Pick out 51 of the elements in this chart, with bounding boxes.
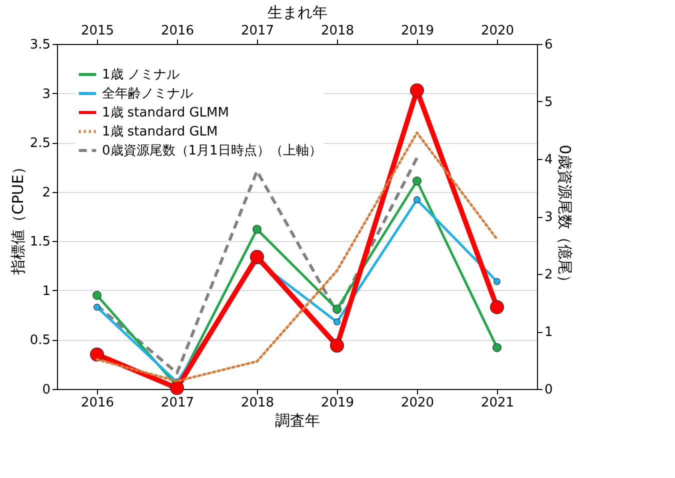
- y2-tick-label: 4: [544, 152, 553, 168]
- point: [90, 348, 104, 362]
- point: [412, 176, 422, 186]
- x2-tick-label: 2017: [240, 24, 274, 38]
- x-tick-label: 2018: [240, 396, 274, 410]
- legend-label: 0歳資源尾数（1月1日時点）（上軸）: [102, 144, 322, 158]
- y-tick-label: 1.5: [30, 234, 50, 250]
- legend-label: 全年齢ノミナル: [102, 86, 193, 102]
- y2-tick-label: 5: [544, 95, 553, 110]
- y2-tick-label: 2: [544, 268, 553, 282]
- point: [252, 224, 262, 234]
- x-tick-label: 2021: [480, 396, 514, 410]
- point: [170, 381, 184, 396]
- legend-label: 1歳 standard GLM: [102, 124, 218, 140]
- y2-tick-label: 0: [544, 382, 553, 398]
- y-tick-label: 1: [42, 284, 50, 299]
- point: [492, 343, 502, 352]
- y-tick-label: 3.5: [30, 38, 50, 52]
- y2-axis-title: 0歳資源尾数（億尾）: [556, 144, 574, 290]
- point: [490, 300, 504, 314]
- point: [410, 83, 424, 98]
- point: [332, 304, 342, 314]
- x-tick-label: 2019: [320, 396, 354, 410]
- x-tick-label: 2020: [400, 396, 434, 410]
- x-tick-label: 2017: [160, 396, 194, 410]
- x2-tick-label: 2016: [160, 24, 194, 38]
- y-tick-label: 0: [42, 382, 50, 398]
- point: [92, 290, 102, 300]
- point: [330, 338, 344, 353]
- y2-tick-label: 3: [544, 210, 553, 225]
- point: [94, 304, 100, 311]
- legend-label: 1歳 ノミナル: [102, 68, 180, 82]
- x-axis-title: 調査年: [275, 412, 320, 430]
- y2-tick-label: 1: [544, 325, 553, 340]
- x2-axis-title: 生まれ年: [268, 4, 328, 22]
- x-tick-label: 2016: [80, 396, 114, 410]
- x2-tick-label: 2015: [80, 24, 114, 38]
- point: [494, 278, 500, 286]
- x2-tick-label: 2019: [400, 24, 434, 38]
- legend-label: 1歳 standard GLMM: [102, 106, 229, 120]
- y-axis-title: 指標値（CPUE）: [8, 160, 27, 276]
- y2-tick-label: 6: [544, 38, 553, 52]
- y-tick-label: 2: [42, 185, 50, 200]
- x2-tick-label: 2018: [320, 24, 354, 38]
- y-tick-label: 0.5: [30, 333, 50, 348]
- x2-tick-label: 2020: [480, 24, 514, 38]
- point: [414, 196, 420, 204]
- y-tick-label: 2.5: [30, 136, 50, 152]
- y-tick-label: 3: [42, 86, 50, 102]
- point: [250, 250, 264, 264]
- point: [334, 318, 340, 326]
